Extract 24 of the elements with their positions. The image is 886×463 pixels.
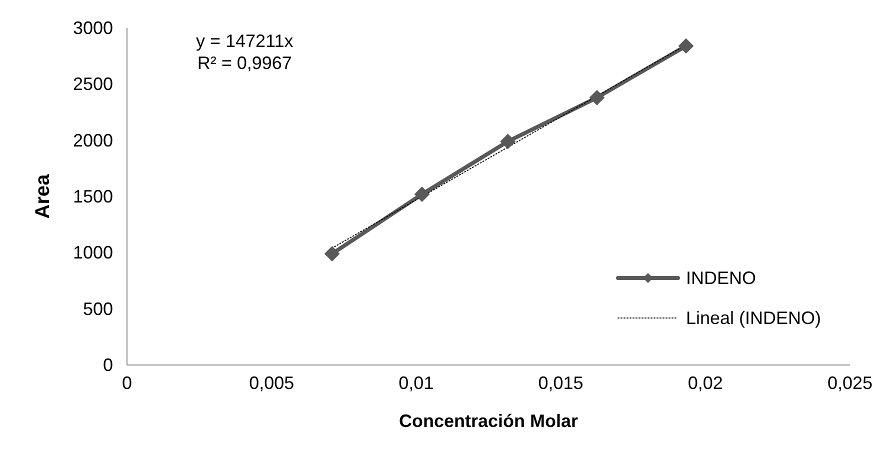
legend-label: Lineal (INDENO) <box>686 308 822 328</box>
point <box>414 186 430 202</box>
x-tick-label: 0,02 <box>688 373 723 393</box>
y-tick-label: 2500 <box>72 74 113 94</box>
point <box>589 90 604 106</box>
annotation: R² = 0,9967 <box>196 52 293 74</box>
x-tick-label: 0,005 <box>249 373 294 393</box>
y-tick-label: 3000 <box>72 18 113 38</box>
point <box>500 134 516 149</box>
point <box>678 38 694 54</box>
point <box>324 246 340 262</box>
x-tick-label: 0,025 <box>827 373 873 393</box>
y-tick-label: 1000 <box>72 242 113 263</box>
y-tick-label: 2000 <box>72 130 113 150</box>
y-tick-label: 0 <box>102 355 113 375</box>
y-tick-label: 500 <box>82 298 113 319</box>
annotation: y = 147211x <box>196 30 294 52</box>
x-tick-label: 0,01 <box>398 373 434 393</box>
y-tick-label: 1500 <box>72 186 113 206</box>
x-axis-title: Concentración Molar <box>398 411 578 431</box>
legend-label: INDENO <box>686 268 756 288</box>
x-tick-label: 0,015 <box>538 373 584 393</box>
y-axis-title: Area <box>32 173 54 219</box>
x-tick-label: 0 <box>122 373 132 393</box>
